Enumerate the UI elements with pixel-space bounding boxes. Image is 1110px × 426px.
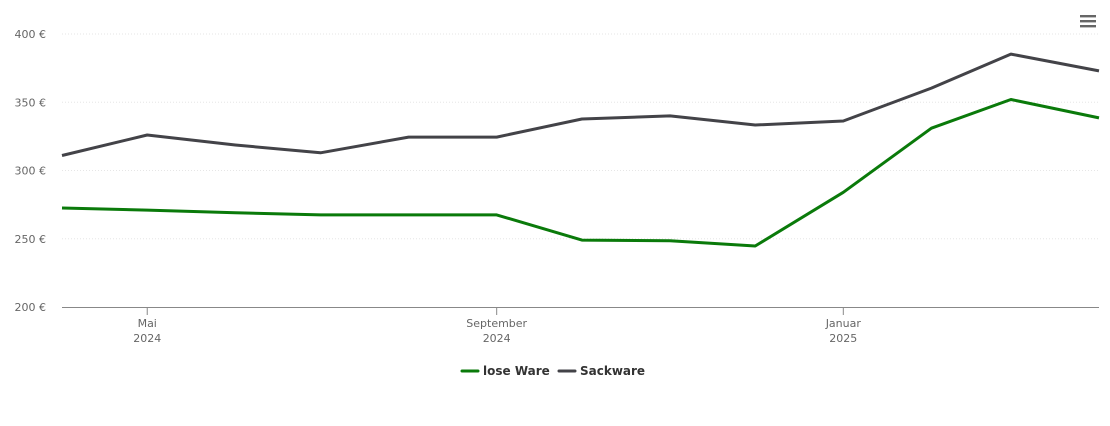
x-tick-label: Mai xyxy=(138,317,157,330)
x-tick-label: 2025 xyxy=(829,332,857,345)
line-series xyxy=(61,52,1100,157)
y-tick-label: 250 € xyxy=(15,233,47,246)
line-series xyxy=(61,98,1100,248)
x-tick-label: 2024 xyxy=(133,332,161,345)
y-tick-label: 400 € xyxy=(15,28,47,41)
x-tick-label: September xyxy=(466,317,527,330)
legend-label: lose Ware xyxy=(483,364,550,378)
y-tick-label: 350 € xyxy=(15,96,47,109)
menu-bar xyxy=(1080,15,1096,18)
x-tick-label: Januar xyxy=(825,317,862,330)
legend-label: Sackware xyxy=(580,364,645,378)
x-tick-label: 2024 xyxy=(483,332,511,345)
y-tick-label: 200 € xyxy=(15,301,47,314)
y-tick-label: 300 € xyxy=(15,165,47,178)
menu-bar xyxy=(1080,25,1096,28)
menu-button[interactable] xyxy=(1080,15,1096,28)
menu-bar xyxy=(1080,20,1096,23)
